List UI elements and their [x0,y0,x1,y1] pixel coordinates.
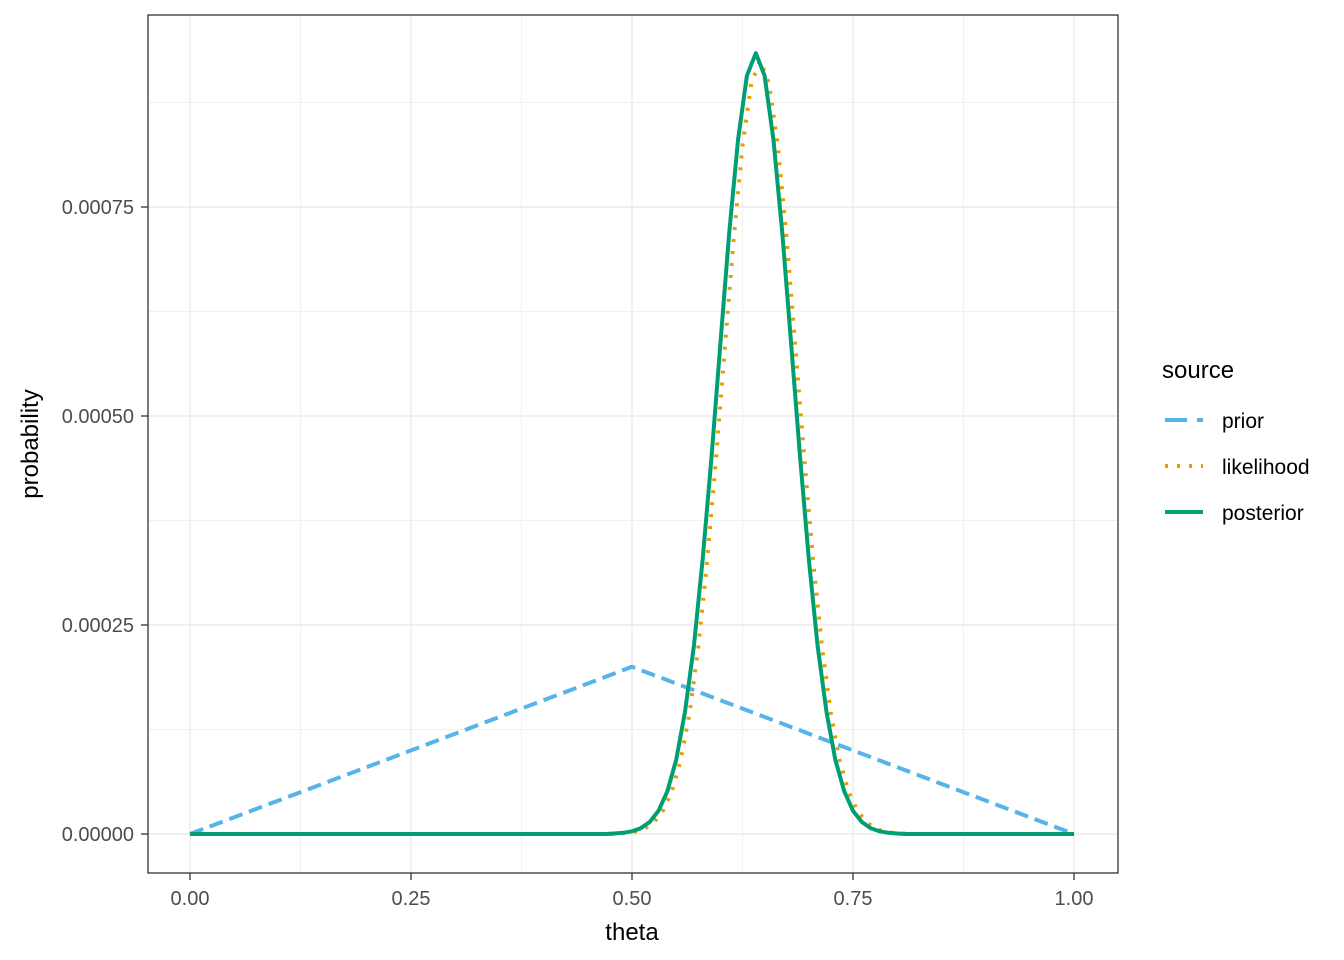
y-tick-label: 0.00050 [62,406,134,428]
plot-panel-border [147,14,1119,874]
series-line-posterior [190,51,1074,836]
y-tick-label: 0.00075 [62,197,134,219]
legend-title: source [1162,357,1234,384]
legend-label-posterior: posterior [1222,502,1304,525]
series-line-prior [189,664,1075,836]
legend-label-prior: prior [1222,410,1264,433]
axes: 0.00 0.25 0.50 0.75 1.00 0.00000 0.00025 0.0005… [62,197,1094,910]
x-tick-label: 0.50 [613,888,652,910]
x-tick-label: 1.00 [1055,888,1094,910]
series-lines [189,51,1075,836]
x-axis-title: theta [605,919,659,946]
x-tick-label: 0.00 [171,888,210,910]
plot-panel-background [148,15,1118,873]
y-axis-title: probability [17,389,44,498]
legend: source prior likelihood posterior [1162,357,1310,525]
y-tick-label: 0.00000 [62,824,134,846]
x-tick-label: 0.25 [392,888,431,910]
y-tick-label: 0.00025 [62,615,134,637]
legend-label-likelihood: likelihood [1222,456,1310,479]
x-tick-label: 0.75 [834,888,873,910]
